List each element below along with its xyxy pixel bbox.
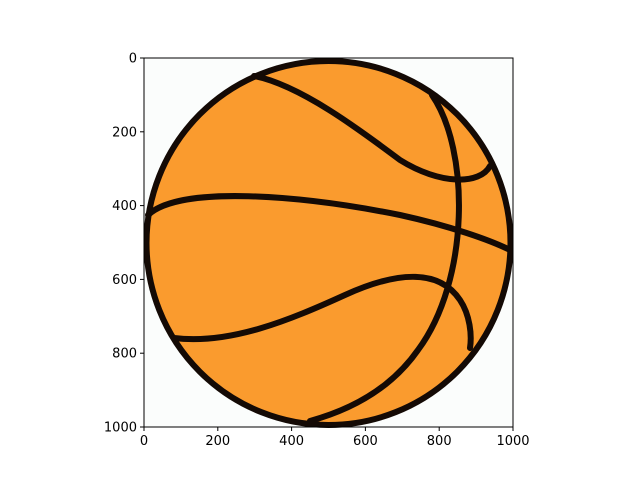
x-tick-label: 400 (279, 434, 304, 449)
y-tick-label: 1000 (104, 421, 137, 436)
seam-upper-curve (145, 193, 513, 253)
x-tick-label: 200 (205, 434, 230, 449)
image-plot (143, 57, 514, 428)
axes-frame (143, 57, 514, 428)
seam-lower-curve (171, 273, 474, 351)
x-axis: 0 200 400 600 800 1000 (140, 427, 530, 449)
x-tick-label: 800 (427, 434, 452, 449)
x-tick-label: 1000 (496, 434, 529, 449)
y-tick-label: 400 (112, 199, 137, 214)
basketball-image (143, 58, 514, 428)
y-tick-label: 0 (129, 52, 137, 67)
y-tick-label: 200 (112, 125, 137, 140)
y-axis: 0 200 400 600 800 1000 (104, 52, 144, 436)
seam-top-arc (251, 73, 493, 183)
x-tick-label: 600 (353, 434, 378, 449)
x-tick-label: 0 (140, 434, 148, 449)
y-tick-label: 600 (112, 273, 137, 288)
seam-vertical-curve (307, 92, 462, 424)
y-tick-label: 800 (112, 347, 137, 362)
